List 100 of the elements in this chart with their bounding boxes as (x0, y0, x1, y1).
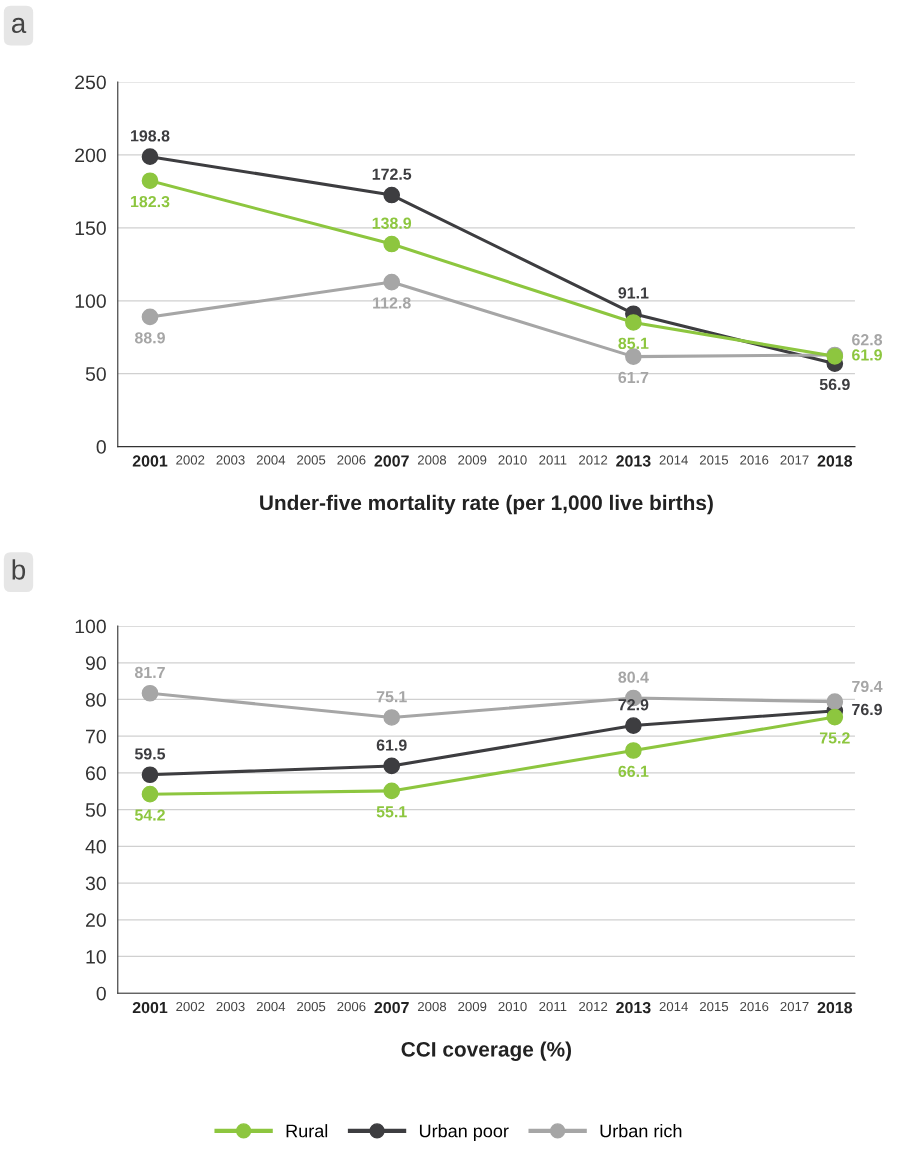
y-tick-label: 30 (85, 876, 106, 891)
y-tick-label: 100 (75, 294, 106, 308)
y-tick-label: 50 (85, 367, 106, 381)
x-tick-label: 2016 (740, 1001, 769, 1012)
data-label: 80.4 (618, 671, 649, 683)
point (826, 708, 844, 726)
point (625, 314, 642, 331)
text: b (12, 559, 26, 580)
y-tick-label: 90 (85, 656, 106, 670)
x-tick-label: 2002 (176, 455, 205, 465)
x-tick-label: 2013 (616, 1001, 651, 1014)
x-tick-label: 2015 (699, 455, 729, 465)
x-axis-title: CCI coverage (%) (401, 1041, 571, 1061)
y-tick-label: 40 (85, 839, 106, 854)
x-tick-label: 2016 (740, 455, 769, 465)
x-tick-label: 2013 (616, 455, 651, 467)
point (826, 693, 844, 711)
x-tick-label: 2001 (132, 455, 168, 467)
y-tick-label: 60 (86, 766, 106, 781)
point (383, 757, 401, 775)
x-tick-label: 2014 (659, 455, 688, 465)
x-tick-label: 2007 (374, 1001, 409, 1014)
data-label: 88.9 (134, 332, 165, 344)
data-label: 59.5 (134, 748, 166, 760)
point (383, 782, 401, 800)
point (383, 186, 401, 204)
x-tick-label: 2004 (256, 455, 286, 465)
point (141, 148, 159, 165)
y-tick-label: 20 (86, 913, 106, 928)
x-tick-label: 2014 (659, 1001, 688, 1012)
data-label: 81.7 (134, 666, 165, 679)
point (383, 235, 401, 253)
y-tick-label: 70 (86, 729, 106, 744)
data-label: 61.9 (376, 739, 407, 751)
x-tick-label: 2018 (817, 455, 853, 467)
x-tick-label: 2015 (699, 1001, 729, 1012)
data-label: 61.9 (852, 349, 882, 361)
x-tick-label: 2004 (256, 1001, 286, 1012)
y-tick-label: 0 (96, 440, 106, 454)
data-label: 75.2 (819, 732, 850, 744)
x-tick-label: 2012 (579, 1001, 608, 1012)
data-label: 91.1 (618, 287, 649, 299)
x-tick-label: 2011 (539, 1001, 567, 1012)
x-tick-label: 2009 (458, 1001, 487, 1012)
data-label: 62.8 (852, 334, 883, 346)
point (625, 348, 642, 365)
data-label: 182.3 (131, 195, 170, 208)
x-tick-label: 2006 (337, 455, 366, 465)
y-tick-label: 250 (75, 75, 106, 90)
point (625, 742, 642, 759)
x-tick-label: 2006 (337, 1001, 366, 1012)
point (141, 172, 159, 190)
x-tick-label: 2007 (374, 455, 409, 467)
data-label: 61.7 (618, 371, 649, 384)
data-label: 172.5 (372, 168, 412, 180)
x-tick-label: 2017 (780, 455, 809, 465)
x-tick-label: 2017 (780, 1001, 809, 1012)
data-label: 72.9 (618, 699, 649, 711)
data-label: 76.9 (852, 703, 882, 716)
x-tick-label: 2011 (539, 455, 567, 465)
data-label: 55.1 (376, 806, 407, 818)
point (141, 766, 159, 784)
y-tick-label: 200 (75, 148, 106, 163)
x-tick-label: 2012 (579, 455, 608, 465)
data-label: 56.9 (819, 378, 850, 391)
x-tick-label: 2003 (216, 1001, 245, 1012)
legend-label: Urban rich (600, 1124, 682, 1138)
x-tick-label: 2018 (817, 1001, 853, 1014)
x-axis-title: Under-five mortality rate (per 1,000 live births) (260, 494, 713, 515)
point (625, 717, 642, 734)
x-tick-label: 2003 (216, 455, 245, 465)
y-tick-label: 80 (85, 692, 106, 707)
point (141, 308, 159, 326)
point (383, 709, 401, 726)
point (141, 684, 159, 702)
data-label: 138.9 (372, 217, 412, 229)
x-tick-label: 2010 (498, 455, 527, 465)
x-tick-label: 2005 (297, 1001, 326, 1012)
x-tick-label: 2005 (297, 455, 326, 465)
data-label: 79.4 (852, 680, 883, 693)
x-tick-label: 2002 (176, 1001, 205, 1012)
data-label: 75.1 (376, 691, 407, 703)
x-tick-label: 2001 (132, 1001, 168, 1014)
x-tick-label: 2008 (417, 455, 447, 465)
data-label: 54.2 (134, 809, 165, 821)
legend-label: Rural (286, 1124, 328, 1138)
data-label: 85.1 (618, 337, 649, 349)
y-tick-label: 150 (75, 221, 106, 236)
y-tick-label: 0 (96, 986, 106, 1001)
x-tick-label: 2009 (458, 455, 487, 465)
y-tick-label: 50 (85, 803, 106, 817)
point (141, 785, 159, 803)
x-tick-label: 2008 (417, 1001, 447, 1012)
text: a (11, 17, 27, 34)
y-tick-label: 10 (86, 949, 106, 964)
data-label: 198.8 (131, 130, 170, 142)
legend-label: Urban poor (419, 1124, 509, 1141)
data-label: 112.8 (373, 297, 411, 309)
point (383, 273, 401, 291)
data-label: 66.1 (618, 765, 649, 778)
